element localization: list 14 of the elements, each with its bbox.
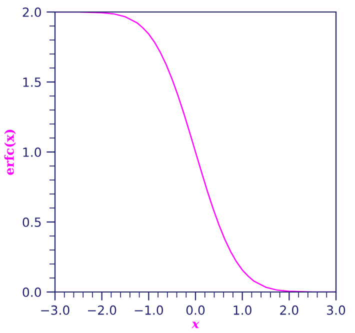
x-tick-label: −1.0 [134, 305, 164, 315]
y-tick-label: 0.0 [22, 287, 41, 297]
y-tick-label: 2.0 [22, 7, 41, 17]
y-tick-label: 0.5 [22, 217, 41, 227]
y-tick-label: 1.5 [23, 78, 41, 87]
x-tick-label: 1.0 [234, 305, 252, 315]
x-axis-title: x [192, 322, 200, 328]
x-tick-label: −2.0 [88, 305, 116, 315]
y-tick-label: 1.0 [23, 147, 41, 157]
x-tick-label: 3.0 [327, 305, 346, 315]
x-tick-label: −3.0 [41, 305, 70, 315]
x-tick-label: 0.0 [186, 305, 205, 315]
x-tick-label: 2.0 [280, 305, 298, 315]
y-axis-title: erfc(x) [4, 130, 16, 175]
